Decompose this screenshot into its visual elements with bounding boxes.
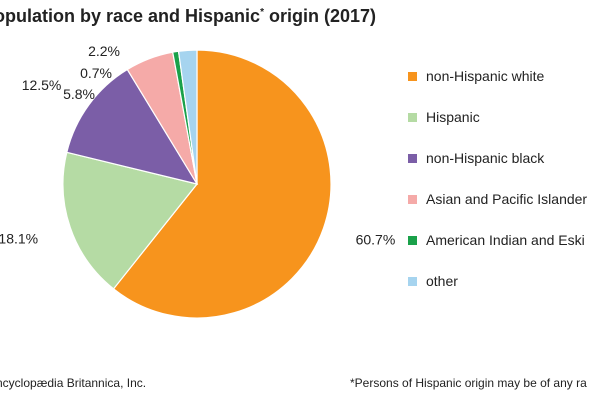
legend-swatch — [408, 194, 417, 204]
legend-item-non-hispanic-white: non-Hispanic white — [408, 66, 544, 86]
legend-swatch — [408, 235, 417, 245]
footnote: *Persons of Hispanic origin may be of an… — [350, 376, 587, 390]
value-label-other: 2.2% — [88, 43, 120, 59]
legend-item-hispanic: Hispanic — [408, 107, 480, 127]
legend-item-american-indian-and-eski: American Indian and Eski — [408, 230, 585, 250]
legend-swatch — [408, 112, 417, 122]
legend-item-asian-and-pacific-islander: Asian and Pacific Islander — [408, 189, 587, 209]
credit-line: ncyclopædia Britannica, Inc. — [0, 376, 147, 390]
value-label-hispanic: 18.1% — [0, 230, 38, 246]
legend-item-other: other — [408, 271, 458, 291]
pie-slice-hispanic — [62, 151, 199, 290]
pie-slice-non-hispanic-black — [66, 68, 199, 185]
chart-title-year: origin (2017) — [263, 6, 376, 26]
legend: non-Hispanic white Hispanic non-Hispanic b… — [408, 66, 600, 312]
pie-slice-other — [177, 49, 198, 185]
footnote-mark: * — [260, 7, 264, 18]
legend-label: Asian and Pacific Islander — [426, 191, 588, 207]
legend-label: other — [426, 273, 458, 289]
legend-label: American Indian and Eski — [426, 232, 585, 248]
legend-item-non-hispanic-black: non-Hispanic black — [408, 148, 544, 168]
legend-label: non-Hispanic black — [426, 150, 545, 166]
pie-value-labels: 60.7% 18.1% 12.5%5.8% 0.7% 2.2% — [0, 43, 395, 247]
pie-slices — [62, 49, 332, 319]
pie-slice-non-hispanic-white — [112, 49, 332, 319]
legend-swatch — [408, 153, 417, 163]
legend-swatch — [408, 71, 417, 81]
value-label-american-indian-and-eski: 0.7% — [80, 65, 112, 81]
legend-label: Hispanic — [426, 109, 480, 125]
value-label-non-hispanic-white: 60.7% — [356, 231, 396, 247]
value-label-asian-and-pacific-islander: 5.8% — [63, 86, 95, 102]
chart-title: opulation by race and Hispanic* origin (… — [0, 6, 376, 27]
chart-title-text: opulation by race and Hispanic — [0, 6, 261, 26]
legend-swatch — [408, 276, 417, 286]
legend-label: non-Hispanic white — [426, 68, 545, 84]
value-label-non-hispanic-black: 12.5% — [22, 77, 62, 93]
